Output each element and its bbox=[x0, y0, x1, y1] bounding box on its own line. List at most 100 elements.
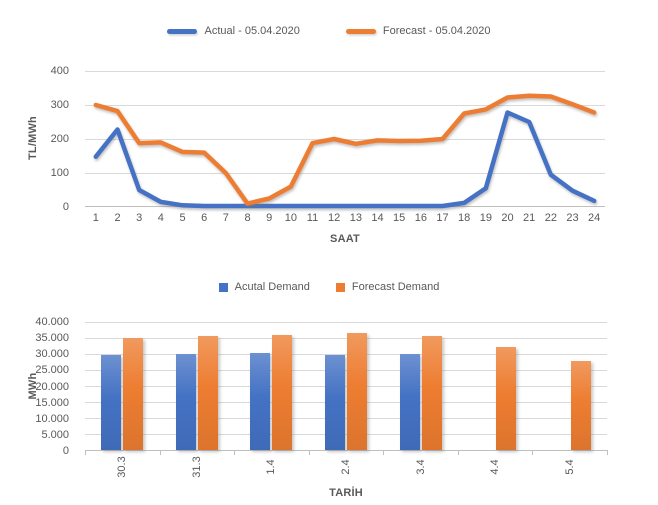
y-tick-label: 5.000 bbox=[41, 428, 69, 441]
actual-price-line bbox=[93, 110, 597, 209]
category-boundary-tick bbox=[308, 450, 310, 455]
actual-demand-bar bbox=[101, 354, 122, 450]
category-boundary-tick bbox=[159, 450, 161, 455]
gridline bbox=[85, 337, 607, 339]
price-y-axis-labels: 0 100 200 300 400 bbox=[0, 65, 77, 213]
y-tick-label: 20.000 bbox=[35, 380, 69, 393]
x-tick-label: 16 bbox=[414, 212, 427, 224]
x-tick-label: 8 bbox=[244, 212, 251, 224]
gridline bbox=[85, 386, 607, 387]
x-tick-label: 4 bbox=[157, 212, 164, 224]
forecast-demand-bar bbox=[347, 332, 367, 450]
actual-demand-bar bbox=[250, 353, 271, 450]
forecast-demand-bar bbox=[197, 335, 218, 450]
gridline bbox=[85, 321, 607, 323]
category-boundary-tick bbox=[457, 450, 459, 455]
x-tick-label: 3 bbox=[136, 212, 143, 224]
actual-demand-legend-label: Acutal Demand bbox=[234, 281, 310, 293]
forecast-price-legend-label: Forecast - 05.04.2020 bbox=[382, 25, 491, 37]
legend-item-forecast-demand: Forecast Demand bbox=[335, 281, 440, 293]
actual-demand-bar bbox=[399, 354, 420, 450]
gridline bbox=[85, 172, 605, 174]
price-chart-legend: Actual - 05.04.2020 Forecast - 05.04.202… bbox=[0, 25, 658, 37]
y-tick-label: 100 bbox=[50, 167, 69, 179]
x-tick-label: 31.3 bbox=[190, 456, 203, 478]
x-tick-label: 5.4 bbox=[563, 459, 576, 475]
x-tick-label: 20 bbox=[501, 212, 514, 224]
gridline bbox=[85, 434, 607, 436]
x-tick-label: 23 bbox=[566, 212, 579, 224]
x-tick-label: 11 bbox=[306, 212, 319, 224]
forecast-demand-bar bbox=[272, 334, 293, 450]
y-tick-label: 40.000 bbox=[35, 316, 69, 328]
category-boundary-tick bbox=[234, 450, 236, 455]
legend-item-forecast-price: Forecast - 05.04.2020 bbox=[345, 25, 491, 37]
y-tick-label: 10.000 bbox=[35, 412, 69, 425]
forecast-demand-bar bbox=[570, 361, 591, 450]
x-tick-label: 13 bbox=[349, 212, 362, 224]
x-tick-label: 1.4 bbox=[265, 459, 278, 475]
forecast-demand-bar bbox=[123, 338, 144, 450]
x-tick-label: 10 bbox=[284, 212, 297, 224]
gridline bbox=[85, 418, 607, 420]
y-tick-label: 15.000 bbox=[35, 396, 69, 409]
x-tick-label: 6 bbox=[201, 212, 208, 224]
forecast-demand-bar bbox=[421, 335, 442, 450]
x-tick-label: 14 bbox=[371, 212, 384, 224]
demand-x-axis-title: TARİH bbox=[329, 487, 363, 499]
x-tick-label: 5 bbox=[179, 212, 186, 224]
gridline bbox=[85, 104, 605, 106]
y-tick-label: 400 bbox=[50, 65, 69, 77]
y-tick-label: 0 bbox=[62, 445, 69, 457]
forecast-line-swatch bbox=[345, 28, 376, 34]
y-tick-label: 300 bbox=[50, 99, 69, 111]
demand-chart-legend: Acutal Demand Forecast Demand bbox=[0, 281, 658, 293]
demand-plot-area bbox=[85, 321, 608, 455]
y-tick-label: 0 bbox=[62, 201, 69, 213]
x-tick-label: 17 bbox=[436, 212, 449, 224]
x-tick-label: 2.4 bbox=[340, 459, 352, 475]
x-tick-label: 12 bbox=[328, 212, 341, 224]
x-tick-label: 1 bbox=[92, 212, 99, 224]
actual-demand-swatch bbox=[218, 282, 228, 292]
gridline bbox=[85, 138, 605, 140]
y-tick-label: 35.000 bbox=[35, 332, 69, 345]
x-tick-label: 9 bbox=[266, 212, 273, 224]
gridline bbox=[85, 369, 607, 371]
forecast-price-line bbox=[93, 93, 597, 206]
x-tick-label: 19 bbox=[479, 212, 492, 224]
legend-item-actual-demand: Acutal Demand bbox=[218, 281, 310, 293]
x-tick-label: 2 bbox=[114, 212, 121, 224]
demand-x-axis-labels: 30.3 31.3 1.4 2.4 3.4 4.4 5.4 bbox=[85, 451, 607, 487]
demand-y-axis-labels: 0 5.000 10.000 15.000 20.000 25.000 30.000 35.0… bbox=[0, 316, 77, 457]
price-x-axis-labels: 1 2 3 4 5 6 7 8 9 10 11 12 13 14 15 16 17 18 19 20 21 22 23 24 bbox=[85, 212, 605, 226]
category-boundary-tick bbox=[383, 450, 385, 455]
x-tick-label: 22 bbox=[544, 212, 557, 224]
x-tick-label: 21 bbox=[523, 212, 536, 224]
gridline bbox=[85, 402, 607, 404]
y-tick-label: 25.000 bbox=[35, 364, 69, 377]
x-tick-label: 30.3 bbox=[116, 456, 129, 478]
legend-item-actual-price: Actual - 05.04.2020 bbox=[167, 25, 300, 37]
y-tick-label: 200 bbox=[50, 133, 69, 145]
y-tick-label: 30.000 bbox=[35, 348, 69, 361]
category-boundary-tick bbox=[532, 450, 534, 455]
gridline bbox=[85, 450, 607, 451]
forecast-demand-bar bbox=[496, 346, 517, 450]
x-tick-label: 4.4 bbox=[489, 459, 502, 475]
price-lines bbox=[93, 93, 597, 209]
x-tick-label: 3.4 bbox=[414, 459, 427, 475]
category-boundary-tick bbox=[85, 450, 86, 455]
actual-price-legend-label: Actual - 05.04.2020 bbox=[204, 25, 300, 37]
price-plot-area bbox=[85, 70, 605, 209]
actual-line-swatch bbox=[167, 28, 198, 34]
gridline bbox=[85, 70, 605, 72]
forecast-demand-legend-label: Forecast Demand bbox=[351, 281, 440, 293]
x-tick-label: 18 bbox=[458, 212, 471, 224]
gridline bbox=[85, 353, 607, 355]
price-x-axis-title: SAAT bbox=[330, 233, 360, 245]
x-tick-label: 24 bbox=[588, 212, 601, 224]
x-tick-label: 15 bbox=[393, 212, 406, 224]
category-boundary-tick bbox=[607, 450, 608, 455]
